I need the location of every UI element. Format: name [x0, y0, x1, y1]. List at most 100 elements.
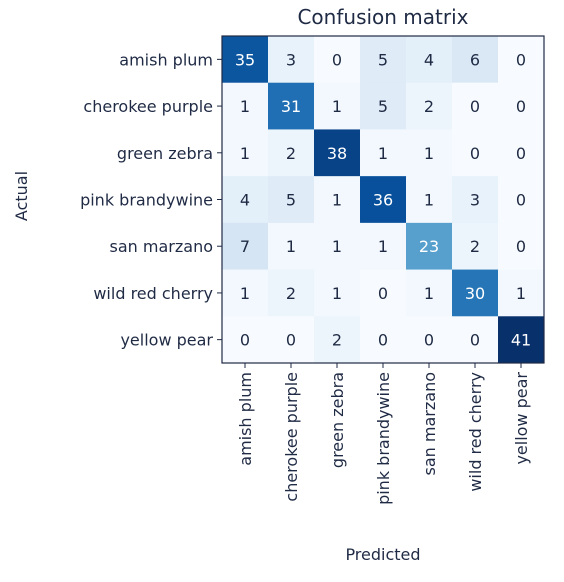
heatmap-cell	[222, 129, 269, 177]
cell-value-label: 1	[424, 191, 434, 210]
x-tick-label: wild red cherry	[466, 372, 485, 492]
x-tick-labels: amish plum cherokee purple green zebra pink…	[236, 363, 531, 505]
cell-value-label: 0	[424, 331, 434, 350]
cell-value-label: 0	[240, 331, 250, 350]
heatmap-cell	[360, 82, 407, 130]
heatmap-cell	[406, 176, 453, 224]
cell-value-label: 23	[419, 237, 439, 256]
heatmap-cell	[222, 316, 269, 364]
cell-value-label: 1	[240, 144, 250, 163]
heatmap-cell	[314, 82, 361, 130]
cell-value-label: 5	[378, 50, 388, 69]
heatmap-cell	[222, 269, 269, 317]
cell-value-label: 2	[424, 97, 434, 116]
cell-value-label: 0	[516, 97, 526, 116]
heatmap-cell	[360, 129, 407, 177]
cell-value-label: 2	[286, 144, 296, 163]
cell-value-label: 0	[470, 144, 480, 163]
cell-value-label: 0	[286, 331, 296, 350]
cell-value-label: 4	[240, 191, 250, 210]
heatmap-cell	[452, 36, 499, 84]
heatmap-cell	[406, 36, 453, 84]
x-tick-label: amish plum	[236, 372, 255, 466]
heatmap-cell	[268, 222, 315, 271]
cell-value-label: 0	[470, 97, 480, 116]
heatmap-cell	[268, 269, 315, 317]
heatmap-cell	[452, 129, 499, 177]
x-tick-label: pink brandywine	[374, 372, 393, 505]
heatmap-cell	[222, 222, 269, 271]
heatmap-cell	[222, 176, 269, 224]
heatmap-cell	[314, 316, 361, 364]
cell-value-label: 7	[240, 237, 250, 256]
cell-value-label: 0	[470, 331, 480, 350]
cell-value-label: 0	[516, 191, 526, 210]
cell-value-label: 38	[327, 144, 347, 163]
heatmap-cell	[498, 316, 545, 364]
heatmap-cell	[268, 129, 315, 177]
cell-value-label: 0	[516, 144, 526, 163]
cell-value-label: 5	[286, 191, 296, 210]
cell-value-label: 41	[511, 331, 531, 350]
heatmap-cell	[222, 82, 269, 130]
heatmap-cell	[406, 316, 453, 364]
heatmap-cell	[406, 269, 453, 317]
y-axis-label: Actual	[12, 171, 31, 221]
heatmap-cell	[268, 36, 315, 84]
cell-value-label: 1	[286, 237, 296, 256]
cell-value-label: 1	[424, 284, 434, 303]
x-tick-label: green zebra	[328, 372, 347, 468]
heatmap-cell	[406, 82, 453, 130]
heatmap-cell	[452, 222, 499, 271]
cell-value-label: 6	[470, 50, 480, 69]
y-tick-labels: amish plum cherokee purple green zebra pink…	[80, 50, 222, 350]
cell-value-label: 1	[378, 144, 388, 163]
cell-value-label: 1	[332, 97, 342, 116]
heatmap-cell	[498, 176, 545, 224]
x-axis-label: Predicted	[345, 545, 420, 564]
y-tick-label: amish plum	[119, 50, 213, 69]
heatmap-cell	[268, 316, 315, 364]
cell-value-label: 5	[378, 97, 388, 116]
cell-value-label: 3	[470, 191, 480, 210]
chart-title: Confusion matrix	[297, 5, 468, 29]
cell-value-label: 0	[516, 237, 526, 256]
heatmap-cell	[314, 269, 361, 317]
cell-value-label: 36	[373, 191, 393, 210]
cell-value-label: 2	[332, 331, 342, 350]
heatmap-cell	[498, 82, 545, 130]
cell-value-label: 1	[240, 97, 250, 116]
y-tick-label: cherokee purple	[83, 97, 213, 116]
cell-value-label: 2	[286, 284, 296, 303]
y-tick-label: san marzano	[110, 237, 213, 256]
cell-value-label: 1	[516, 284, 526, 303]
cell-value-label: 1	[240, 284, 250, 303]
cell-value-labels: 35 3 0 5 4 6 01 31 1 5 2 0 01 2 38 1 1 0 04 5 1 36 1 3 07 1 1 1 23 2 0…	[235, 50, 531, 349]
heatmap-cell	[498, 129, 545, 177]
heatmap-cell	[498, 222, 545, 271]
heatmap-cell	[360, 36, 407, 84]
heatmap-cell	[406, 129, 453, 177]
cell-value-label: 0	[378, 284, 388, 303]
heatmap-cell	[268, 176, 315, 224]
heatmap-cell	[314, 222, 361, 271]
cell-value-label: 30	[465, 284, 485, 303]
heatmap-cell	[406, 222, 453, 271]
heatmap-cell	[268, 82, 315, 130]
heatmap-cell	[452, 176, 499, 224]
y-tick-label: yellow pear	[120, 331, 213, 350]
heatmap-cell	[314, 129, 361, 177]
heatmap-cells	[222, 36, 545, 364]
x-tick-label: san marzano	[420, 372, 439, 475]
cell-value-label: 1	[378, 237, 388, 256]
cell-value-label: 0	[332, 50, 342, 69]
heatmap-cell	[498, 269, 545, 317]
heatmap-cell	[314, 176, 361, 224]
cell-value-label: 0	[516, 50, 526, 69]
y-tick-label: green zebra	[117, 144, 213, 163]
heatmap-cell	[314, 36, 361, 84]
heatmap-cell	[360, 316, 407, 364]
cell-value-label: 2	[470, 237, 480, 256]
